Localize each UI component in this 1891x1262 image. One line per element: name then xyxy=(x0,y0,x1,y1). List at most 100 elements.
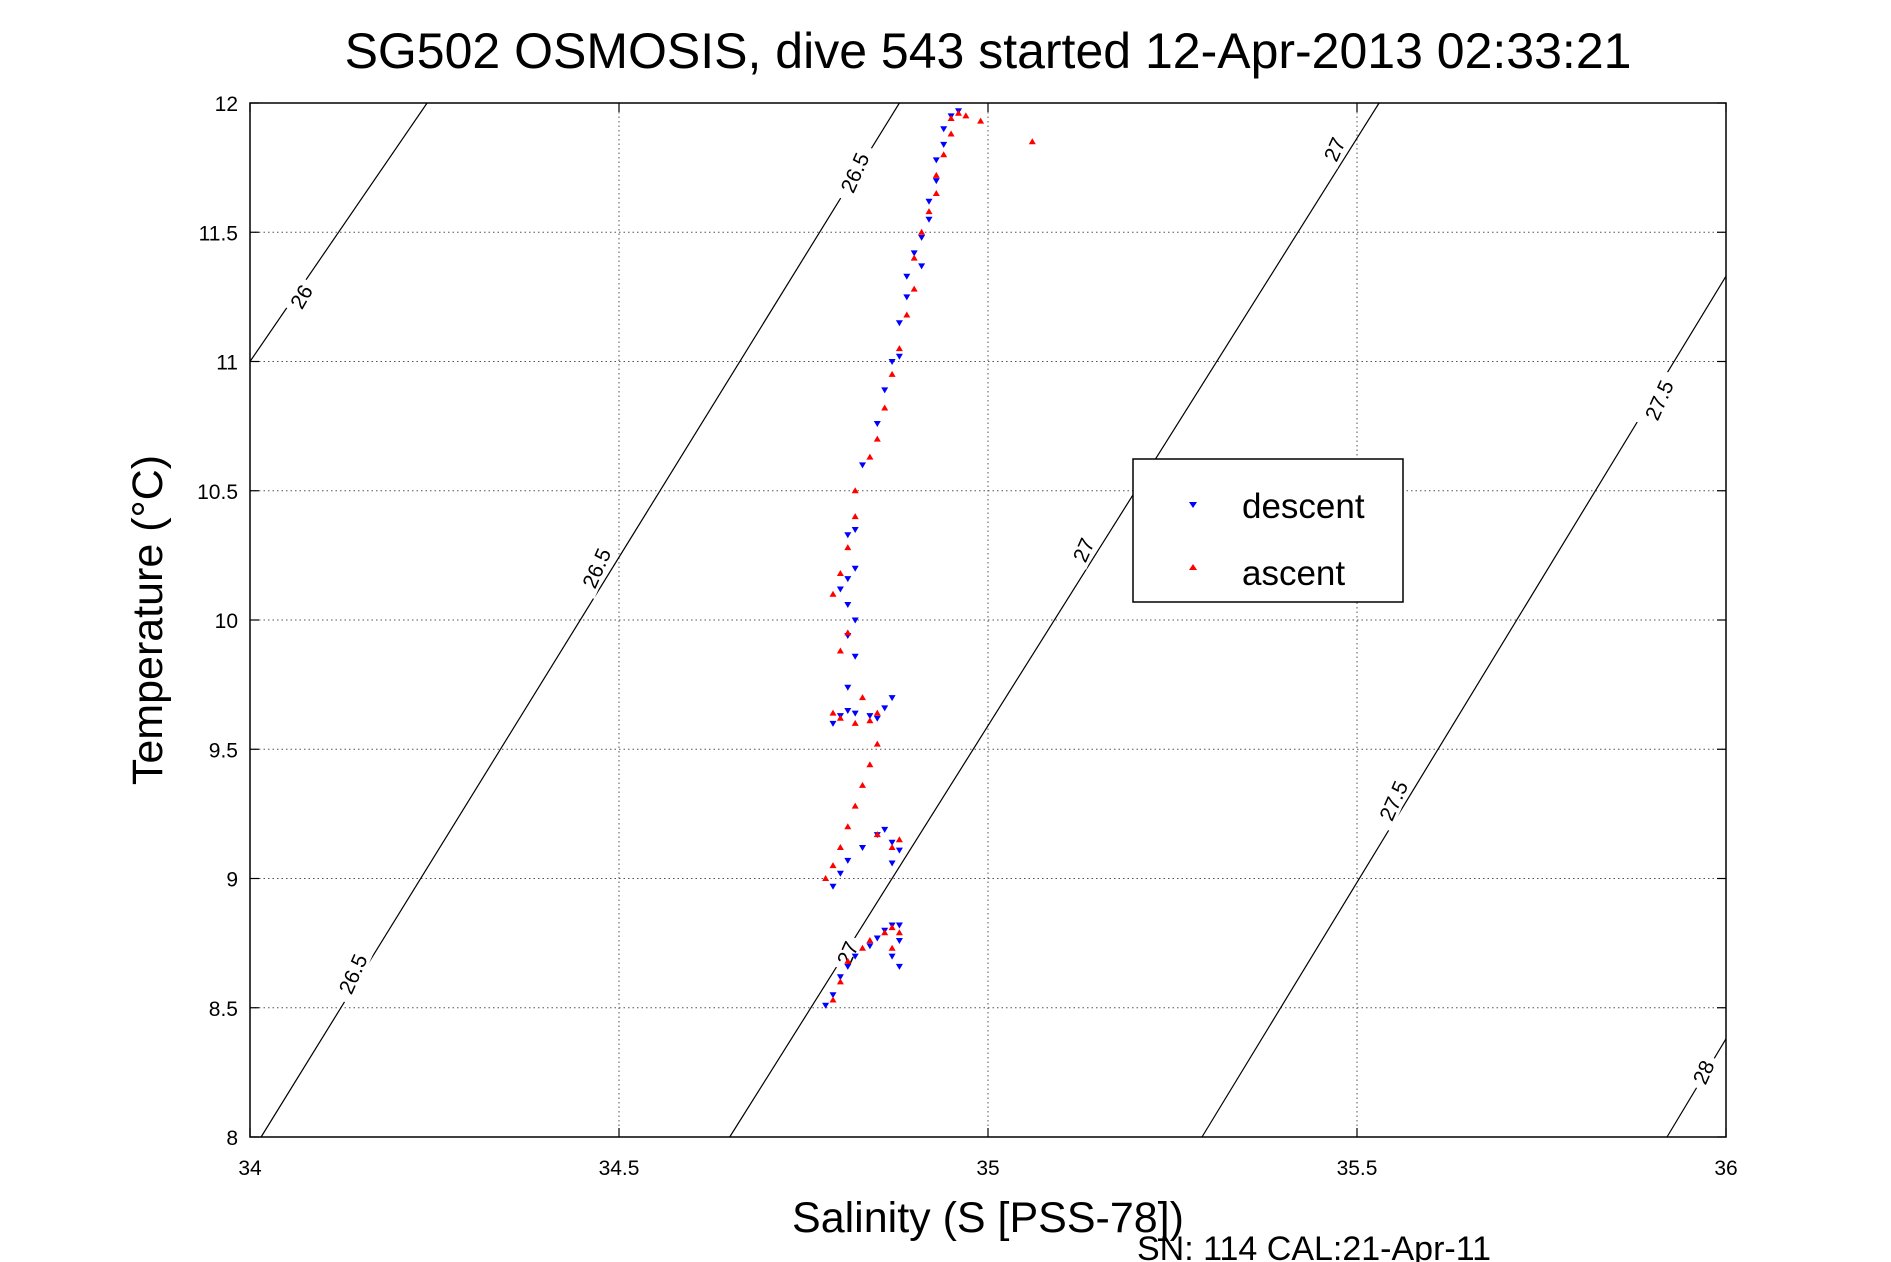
ascent-point xyxy=(895,345,903,352)
descent-point xyxy=(895,922,903,929)
descent-point xyxy=(829,883,837,890)
contour-label-background xyxy=(572,536,618,599)
ascent-point xyxy=(932,190,940,196)
ascent-point xyxy=(940,151,948,158)
ascent-point xyxy=(910,254,918,261)
descent-point xyxy=(932,157,940,164)
ascent-point xyxy=(836,844,844,850)
ascent-point xyxy=(851,802,859,809)
contour-label-background xyxy=(828,932,864,974)
contour-label-group: 27 xyxy=(1064,528,1100,570)
ascent-point xyxy=(844,957,852,964)
contour-label-background xyxy=(1635,368,1681,431)
ascent-point xyxy=(888,924,896,931)
x-tick-label: 36 xyxy=(1714,1157,1737,1180)
contour-label-background xyxy=(328,941,375,1005)
descent-point xyxy=(836,586,844,593)
ascent-point xyxy=(895,929,903,936)
ascent-point xyxy=(859,781,866,788)
descent-point xyxy=(851,710,859,717)
ascent-point xyxy=(977,117,985,124)
contour-label-background xyxy=(1684,1051,1720,1092)
descent-point xyxy=(918,234,926,241)
descent-point xyxy=(859,845,866,851)
descent-point xyxy=(859,462,866,469)
descent-point xyxy=(851,617,859,624)
y-tick-label: 11 xyxy=(216,352,238,375)
ascent-point xyxy=(859,944,866,951)
contour-label-background xyxy=(1315,128,1351,170)
ascent-point xyxy=(859,694,866,701)
descent-point xyxy=(844,857,852,864)
x-tick-label: 35 xyxy=(976,1157,999,1180)
ascent-point xyxy=(851,513,859,520)
ascent-point xyxy=(829,862,837,869)
ascent-point xyxy=(822,875,830,881)
descent-point xyxy=(888,839,896,846)
legend-label-descent: descent xyxy=(1242,487,1365,526)
descent-point xyxy=(888,953,896,960)
ascent-point xyxy=(873,709,881,716)
descent-point xyxy=(851,953,859,960)
descent-point xyxy=(881,705,889,712)
ascent-point xyxy=(836,978,844,985)
descent-point xyxy=(888,860,896,867)
legend: descent ascent xyxy=(1132,458,1404,603)
descent-point xyxy=(866,943,874,950)
y-tick-label: 9 xyxy=(226,869,238,892)
descent-point xyxy=(888,695,896,702)
ascent-point xyxy=(836,570,844,576)
ascent-point xyxy=(866,937,874,943)
descent-point xyxy=(881,826,889,833)
ascent-point xyxy=(873,740,881,747)
ascent-point xyxy=(881,404,889,411)
descent-point xyxy=(903,273,911,280)
descent-point xyxy=(888,359,896,365)
ascent-point xyxy=(844,544,852,551)
ascent-point xyxy=(866,453,874,460)
descent-point xyxy=(829,992,837,999)
data-points xyxy=(822,108,1036,1009)
ascent-point xyxy=(888,944,896,951)
descent-point xyxy=(844,532,852,539)
ascent-point xyxy=(836,714,844,721)
ascent-point xyxy=(888,844,896,850)
descent-point xyxy=(903,294,911,301)
descent-point xyxy=(851,527,859,533)
y-tick-label: 10.5 xyxy=(197,481,238,504)
descent-point xyxy=(881,387,889,394)
ascent-point xyxy=(844,823,852,830)
descent-point xyxy=(829,720,837,727)
contour-label-background xyxy=(1369,768,1415,832)
descent-point xyxy=(866,713,874,720)
axis-ticks xyxy=(249,102,1727,1138)
descent-point xyxy=(822,1002,830,1009)
ascent-point xyxy=(903,311,911,318)
descent-point xyxy=(844,963,852,970)
ascent-point xyxy=(829,709,837,716)
contour-label-background xyxy=(1064,528,1100,570)
contour-label-background xyxy=(830,140,877,204)
footer-serial-calibration: SN: 114 CAL:21-Apr-11 xyxy=(1137,1230,1491,1262)
ascent-point xyxy=(1028,138,1036,145)
x-tick-label: 34 xyxy=(238,1157,262,1180)
descent-point xyxy=(873,715,881,722)
ascent-point xyxy=(829,996,837,1003)
ascent-point xyxy=(851,719,859,726)
y-tick-label: 8 xyxy=(226,1127,238,1150)
x-tick-label: 35.5 xyxy=(1337,1157,1378,1180)
ascent-point xyxy=(888,370,896,377)
legend-box xyxy=(1132,458,1404,603)
ascent-point xyxy=(873,435,881,442)
contour-line-26 xyxy=(249,102,428,362)
descent-point xyxy=(925,198,933,205)
ascent-point xyxy=(836,647,844,654)
y-tick-labels: 8 8.5 9 9.5 10 10.5 11 11.5 12 xyxy=(197,93,238,1150)
ascent-point xyxy=(932,171,940,178)
descent-point xyxy=(844,684,852,691)
descent-point xyxy=(895,353,903,360)
descent-point xyxy=(851,565,859,572)
ascent-point xyxy=(947,130,955,137)
ascent-point xyxy=(918,228,926,235)
y-tick-label: 8.5 xyxy=(209,998,238,1021)
